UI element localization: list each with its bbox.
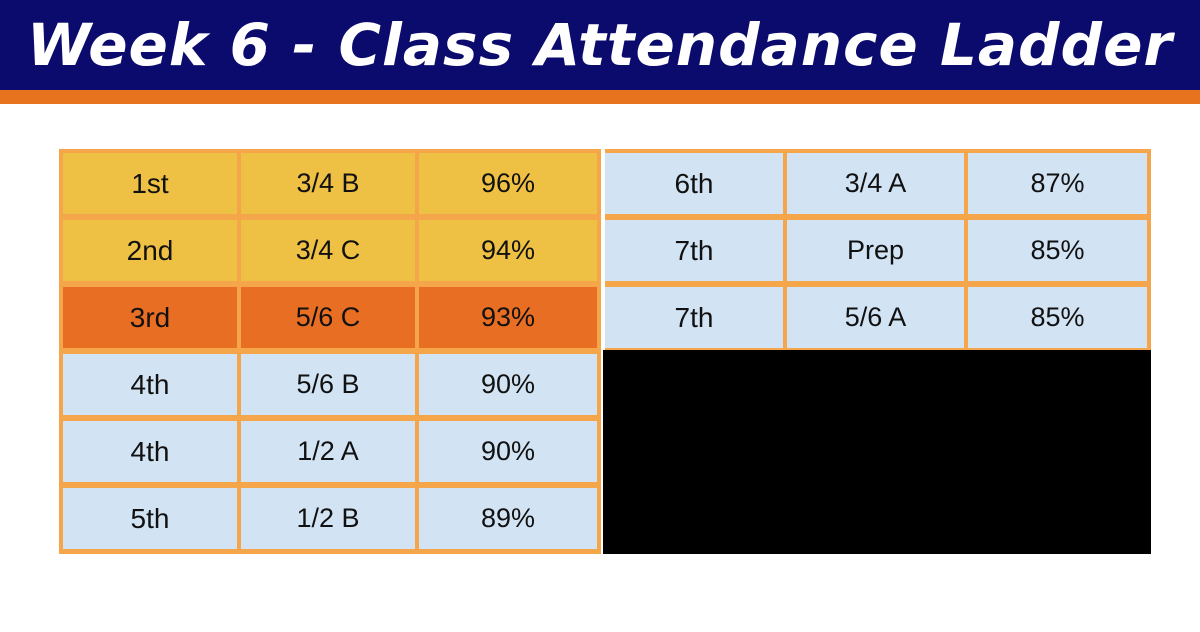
class-cell: 5/6 A xyxy=(787,287,964,348)
percent-cell: 93% xyxy=(419,287,597,348)
class-cell: 3/4 C xyxy=(241,220,415,281)
ladder-row: 2nd 3/4 C 94% xyxy=(59,216,601,283)
percent-cell: 90% xyxy=(419,421,597,482)
percent-cell: 89% xyxy=(419,488,597,549)
title-banner xyxy=(0,0,1200,90)
class-cell: 5/6 B xyxy=(241,354,415,415)
class-cell: 5/6 C xyxy=(241,287,415,348)
rank-cell: 4th xyxy=(63,354,237,415)
percent-cell: 85% xyxy=(968,287,1147,348)
ladder-row: 4th 1/2 A 90% xyxy=(59,417,601,484)
ladder-row: 7th 5/6 A 85% xyxy=(605,283,1151,350)
ladder-left-column: 1st 3/4 B 96% 2nd 3/4 C 94% 3rd 5/6 C 93… xyxy=(59,149,601,554)
ladder-row: 1st 3/4 B 96% xyxy=(59,149,601,216)
rank-cell: 1st xyxy=(63,153,237,214)
class-cell: 1/2 B xyxy=(241,488,415,549)
class-cell: 1/2 A xyxy=(241,421,415,482)
class-cell: 3/4 B xyxy=(241,153,415,214)
percent-cell: 85% xyxy=(968,220,1147,281)
ladder-row: 6th 3/4 A 87% xyxy=(605,149,1151,216)
percent-cell: 90% xyxy=(419,354,597,415)
banner-stripe xyxy=(0,90,1200,104)
ladder-row: 7th Prep 85% xyxy=(605,216,1151,283)
ladder-row: 3rd 5/6 C 93% xyxy=(59,283,601,350)
class-cell: 3/4 A xyxy=(787,153,964,214)
ladder-row: 4th 5/6 B 90% xyxy=(59,350,601,417)
blacked-out-area xyxy=(603,350,1151,554)
rank-cell: 5th xyxy=(63,488,237,549)
ladder-right-column: 6th 3/4 A 87% 7th Prep 85% 7th 5/6 A 85% xyxy=(605,149,1151,353)
rank-cell: 7th xyxy=(605,287,783,348)
ladder-row: 5th 1/2 B 89% xyxy=(59,484,601,551)
page-title: Week 6 - Class Attendance Ladder xyxy=(26,11,1174,79)
class-cell: Prep xyxy=(787,220,964,281)
rank-cell: 2nd xyxy=(63,220,237,281)
percent-cell: 96% xyxy=(419,153,597,214)
rank-cell: 3rd xyxy=(63,287,237,348)
rank-cell: 6th xyxy=(605,153,783,214)
percent-cell: 94% xyxy=(419,220,597,281)
attendance-ladder-table: 1st 3/4 B 96% 2nd 3/4 C 94% 3rd 5/6 C 93… xyxy=(59,149,1151,554)
rank-cell: 7th xyxy=(605,220,783,281)
percent-cell: 87% xyxy=(968,153,1147,214)
rank-cell: 4th xyxy=(63,421,237,482)
